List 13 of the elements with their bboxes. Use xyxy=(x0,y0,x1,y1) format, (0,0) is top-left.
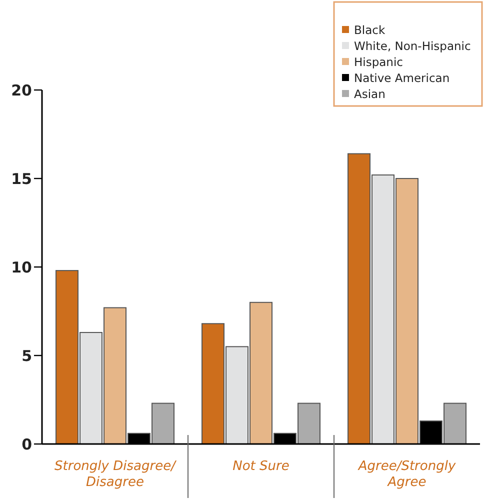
y-tick-label: 10 xyxy=(11,258,32,276)
y-tick-label: 0 xyxy=(22,435,32,454)
y-tick-label: 20 xyxy=(11,81,32,100)
legend-label: Asian xyxy=(354,87,386,102)
legend-label: Hispanic xyxy=(354,55,403,70)
x-tick-label: Agree/Strongly Agree xyxy=(357,459,456,490)
y-tick-label: 5 xyxy=(22,346,32,365)
legend-label: Black xyxy=(354,23,386,38)
x-tick-label: Not Sure xyxy=(232,459,290,474)
x-tick-label: Strongly Disagree/ Disagree xyxy=(54,459,178,490)
y-tick-label: 15 xyxy=(11,170,32,188)
legend-label: Native American xyxy=(354,71,450,86)
legend-label: White, Non-Hispanic xyxy=(354,39,471,54)
